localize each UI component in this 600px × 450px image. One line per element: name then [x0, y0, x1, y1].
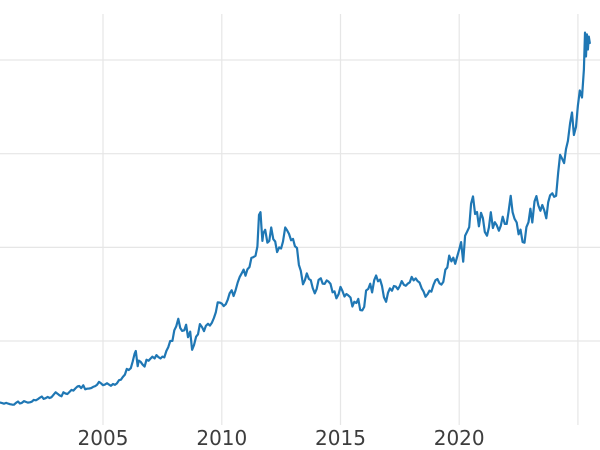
- gridlines: [0, 14, 600, 425]
- price-line-series: [0, 31, 591, 406]
- x-tick-label-2020: 2020: [433, 426, 485, 450]
- x-tick-label-2005: 2005: [77, 426, 129, 450]
- x-tick-label-2010: 2010: [196, 426, 248, 450]
- x-tick-label-2015: 2015: [315, 426, 366, 450]
